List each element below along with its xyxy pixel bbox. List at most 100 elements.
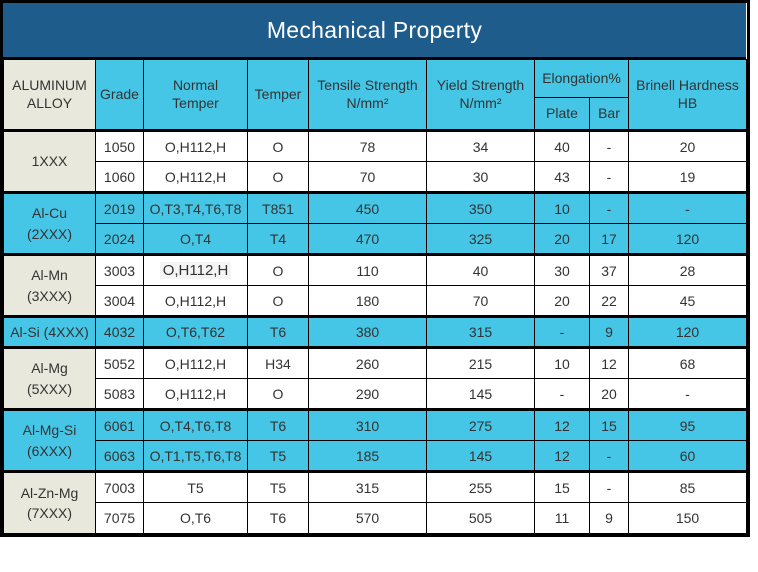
cell-tensile-strength: 470 <box>308 223 427 255</box>
cell-grade: 6061 <box>95 408 144 441</box>
cell-temper: O <box>247 378 309 410</box>
header-tensile-strength: Tensile Strength N/mm² <box>308 59 427 131</box>
table-row: 5083 O,H112,H O 290 145-20- <box>4 378 747 410</box>
table-row: Al-Cu (2XXX) 2019 O,T3,T4,T6,T8 T851 450 350 1… <box>3 191 747 255</box>
cell-tensile-strength: 310 <box>308 408 427 441</box>
cell-elongation-bar: - <box>589 161 629 193</box>
header-yield-strength: Yield Strength N/mm² <box>426 59 535 131</box>
cell-grade: 2019 <box>95 191 144 224</box>
cell-tensile-strength: 450 <box>308 191 427 224</box>
header-temper: Temper <box>247 59 309 131</box>
cell-alloy-group: Al-Mn (3XXX) <box>3 253 96 317</box>
cell-grade: 3003 <box>95 253 144 286</box>
cell-tensile-strength: 185 <box>308 440 427 472</box>
cell-yield-strength: 325 <box>426 223 535 255</box>
cell-brinell-hardness: 19 <box>628 161 747 193</box>
table-row: 7075 O,T6 T6 570 505 11 9 150 <box>4 502 747 534</box>
cell-yield-strength: 315 <box>426 315 535 348</box>
table-row: Al-Mn (3XXX) 3003 O,H112,H O 110 40 30 37 28 <box>3 253 747 317</box>
cell-normal-temper: O,T4 <box>143 223 248 255</box>
table-row: 2024 O,T4 T4 470 325 20 17 120 <box>4 223 747 255</box>
cell-tensile-strength: 570 <box>308 502 427 534</box>
cell-elongation-bar: 9 <box>589 315 629 348</box>
table-row: 6063 O,T1,T5,T6,T8 T5 185 145 12-60 <box>4 440 747 472</box>
cell-elongation-plate: - <box>534 315 590 348</box>
cell-brinell-hardness: 120 <box>628 223 747 255</box>
cell-temper: T6 <box>247 408 309 441</box>
cell-tensile-strength: 380 <box>308 315 427 348</box>
table-row: Al-Si (4XXX) 4032 O,T6,T62 T6 380 315-9 120 <box>3 315 747 348</box>
cell-tensile-strength: 260 <box>308 346 427 379</box>
cell-yield-strength: 34 <box>426 129 535 162</box>
cell-tensile-strength: 180 <box>308 285 427 317</box>
cell-tensile-strength: 110 <box>308 253 427 286</box>
cell-grade: 1060 <box>95 161 144 193</box>
cell-elongation-bar: 12 <box>589 346 629 379</box>
cell-alloy-group: Al-Si (4XXX) <box>3 315 96 348</box>
table-row: Al-Zn-Mg (7XXX) 7003 T5 T5 315 255 15-85 <box>3 470 747 534</box>
table-header: ALUMINUM ALLOY Grade Normal Temper Tempe… <box>3 59 747 131</box>
cell-yield-strength: 70 <box>426 285 535 317</box>
cell-elongation-plate: 12 <box>534 408 590 441</box>
cell-normal-temper: O,H112,H <box>143 161 248 193</box>
cell-grade: 1050 <box>95 129 144 162</box>
cell-temper: T851 <box>247 191 309 224</box>
cell-temper: O <box>247 161 309 193</box>
cell-normal-temper: O,T6 <box>143 502 248 534</box>
cell-grade: 4032 <box>95 315 144 348</box>
table-row: 1XXX 1050 O,H112,H O 78 34 40-20 <box>3 129 747 193</box>
cell-brinell-hardness: 95 <box>628 408 747 441</box>
cell-elongation-plate: 11 <box>534 502 590 534</box>
cell-normal-temper: O,H112,H <box>143 285 248 317</box>
header-brinell-hardness: Brinell Hardness HB <box>628 59 747 131</box>
cell-elongation-plate: - <box>534 378 590 410</box>
cell-grade: 2024 <box>95 223 144 255</box>
cell-brinell-hardness: 60 <box>628 440 747 472</box>
cell-brinell-hardness: 85 <box>628 470 747 503</box>
cell-yield-strength: 275 <box>426 408 535 441</box>
highlighted-text: O,H112,H <box>159 262 232 279</box>
cell-normal-temper: O,H112,H <box>143 378 248 410</box>
cell-elongation-plate: 12 <box>534 440 590 472</box>
cell-elongation-plate: 10 <box>534 346 590 379</box>
cell-alloy-group: Al-Mg-Si (6XXX) <box>3 408 96 472</box>
cell-normal-temper: O,H112,H <box>143 253 248 286</box>
cell-yield-strength: 145 <box>426 440 535 472</box>
cell-normal-temper: O,T3,T4,T6,T8 <box>143 191 248 224</box>
cell-temper: O <box>247 129 309 162</box>
cell-yield-strength: 255 <box>426 470 535 503</box>
cell-normal-temper: O,H112,H <box>143 129 248 162</box>
cell-temper: O <box>247 285 309 317</box>
cell-alloy-group: Al-Cu (2XXX) <box>3 191 96 255</box>
table-row: 1060 O,H112,H O 70 30 43-19 <box>4 161 747 193</box>
cell-alloy-group: Al-Mg (5XXX) <box>3 346 96 410</box>
cell-temper: T6 <box>247 315 309 348</box>
cell-normal-temper: O,T1,T5,T6,T8 <box>143 440 248 472</box>
header-elongation: Elongation% <box>534 59 629 98</box>
cell-brinell-hardness: 120 <box>628 315 747 348</box>
cell-tensile-strength: 70 <box>308 161 427 193</box>
cell-elongation-plate: 20 <box>534 285 590 317</box>
cell-normal-temper: O,T6,T62 <box>143 315 248 348</box>
cell-elongation-bar: 20 <box>589 378 629 410</box>
cell-temper: H34 <box>247 346 309 379</box>
cell-tensile-strength: 78 <box>308 129 427 162</box>
cell-grade: 5083 <box>95 378 144 410</box>
cell-yield-strength: 145 <box>426 378 535 410</box>
cell-temper: T5 <box>247 440 309 472</box>
cell-brinell-hardness: 150 <box>628 502 747 534</box>
table-row: 3004 O,H112,H O 180 70 20 22 45 <box>4 285 747 317</box>
cell-grade: 7075 <box>95 502 144 534</box>
cell-elongation-bar: 17 <box>589 223 629 255</box>
cell-yield-strength: 350 <box>426 191 535 224</box>
cell-grade: 5052 <box>95 346 144 379</box>
cell-brinell-hardness: 45 <box>628 285 747 317</box>
cell-elongation-plate: 15 <box>534 470 590 503</box>
cell-elongation-bar: - <box>589 191 629 224</box>
cell-elongation-bar: 22 <box>589 285 629 317</box>
cell-grade: 3004 <box>95 285 144 317</box>
cell-elongation-plate: 43 <box>534 161 590 193</box>
cell-brinell-hardness: 20 <box>628 129 747 162</box>
cell-elongation-plate: 40 <box>534 129 590 162</box>
header-aluminum-alloy: ALUMINUM ALLOY <box>3 59 96 131</box>
